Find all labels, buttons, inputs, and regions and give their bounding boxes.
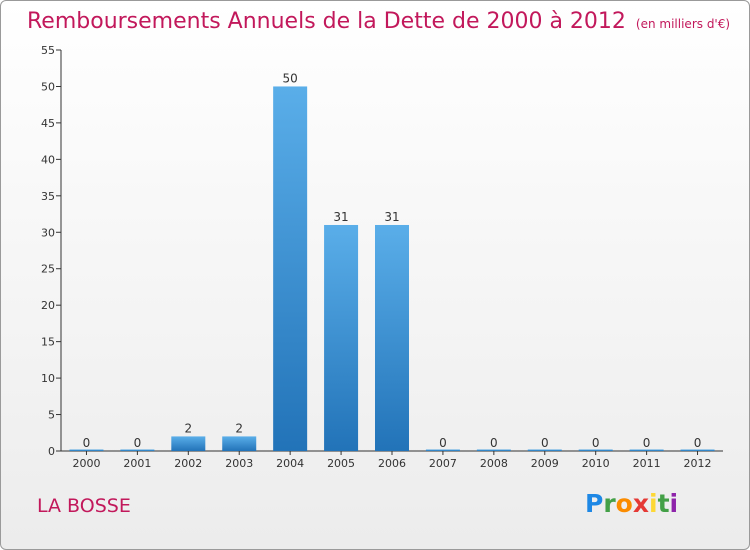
- y-tick-label: 35: [41, 190, 55, 203]
- y-tick-label: 5: [48, 409, 55, 422]
- bar-value-label: 0: [134, 436, 142, 450]
- chart-unit: (en milliers d'€): [635, 17, 731, 31]
- bar: [425, 449, 460, 451]
- x-tick-label: 2004: [276, 457, 304, 470]
- logo-letter: i: [669, 489, 679, 518]
- y-tick-label: 20: [41, 299, 55, 312]
- bar-value-label: 31: [384, 210, 399, 224]
- logo-letter: P: [585, 489, 604, 518]
- y-tick-label: 15: [41, 336, 55, 349]
- x-tick-label: 2000: [72, 457, 100, 470]
- logo-letter: x: [632, 489, 649, 518]
- logo-letter: t: [657, 489, 670, 518]
- x-tick-label: 2010: [582, 457, 610, 470]
- x-tick-label: 2007: [429, 457, 457, 470]
- x-tick-label: 2009: [531, 457, 559, 470]
- bar: [578, 449, 613, 451]
- commune-name: LA BOSSE: [37, 495, 131, 517]
- y-tick-label: 50: [41, 80, 55, 93]
- bar: [527, 449, 562, 451]
- x-tick-label: 2006: [378, 457, 406, 470]
- y-tick-label: 10: [41, 372, 55, 385]
- bar-value-label: 0: [592, 436, 600, 450]
- x-tick-label: 2008: [480, 457, 508, 470]
- x-tick-label: 2011: [633, 457, 661, 470]
- bar-value-label: 2: [184, 421, 192, 435]
- bar: [69, 449, 104, 451]
- x-tick-label: 2002: [174, 457, 202, 470]
- bar: [120, 449, 155, 451]
- bar-value-label: 0: [439, 436, 447, 450]
- bar-value-label: 0: [83, 436, 91, 450]
- bar-value-label: 2: [235, 421, 243, 435]
- bar: [324, 224, 359, 451]
- logo-letter: r: [603, 489, 616, 518]
- bar-value-label: 0: [694, 436, 702, 450]
- chart-title-text: Remboursements Annuels de la Dette de 20…: [27, 9, 626, 34]
- y-tick-label: 25: [41, 263, 55, 276]
- y-tick-label: 0: [48, 445, 55, 458]
- y-tick-label: 45: [41, 117, 55, 130]
- x-tick-label: 2005: [327, 457, 355, 470]
- logo-letter: o: [615, 489, 633, 518]
- x-tick-label: 2003: [225, 457, 253, 470]
- y-tick-label: 40: [41, 153, 55, 166]
- bar: [680, 449, 715, 451]
- bar: [273, 86, 308, 452]
- bar-value-label: 0: [643, 436, 651, 450]
- y-tick-label: 55: [41, 44, 55, 57]
- bar: [629, 449, 664, 451]
- x-tick-label: 2001: [123, 457, 151, 470]
- bar-value-label: 50: [283, 71, 298, 85]
- bar-value-label: 0: [490, 436, 498, 450]
- proxiti-logo: Proxiti: [585, 489, 678, 518]
- y-tick-label: 30: [41, 226, 55, 239]
- bar: [476, 449, 511, 451]
- logo-letter: i: [649, 489, 658, 518]
- bar-value-label: 31: [333, 210, 348, 224]
- chart-title: Remboursements Annuels de la Dette de 20…: [27, 9, 730, 34]
- bar: [222, 436, 257, 451]
- bar: [171, 436, 206, 451]
- bar-value-label: 0: [541, 436, 549, 450]
- x-tick-label: 2012: [684, 457, 712, 470]
- bar: [375, 224, 409, 451]
